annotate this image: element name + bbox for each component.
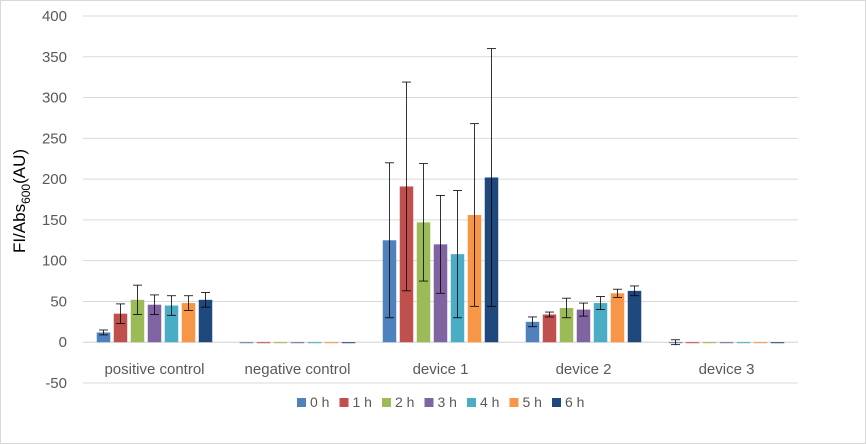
bar (147, 304, 162, 343)
legend-swatch (339, 398, 349, 407)
legend-swatch (509, 398, 519, 407)
y-tick-label: 300 (42, 90, 67, 107)
y-tick-label: 350 (42, 49, 67, 66)
bar (113, 313, 128, 343)
legend-label: 1 h (353, 394, 372, 410)
x-tick-label: device 3 (699, 361, 755, 378)
bar (559, 307, 574, 343)
bar (130, 299, 145, 343)
x-tick-label: negative control (245, 361, 351, 378)
y-tick-label: 150 (42, 212, 67, 229)
bar (719, 342, 734, 344)
bar (753, 342, 768, 344)
legend-swatch (552, 398, 561, 407)
y-axis-label-unit: (AU) (10, 149, 29, 184)
bar (685, 342, 700, 344)
x-tick-label: device 1 (413, 361, 469, 378)
bar (324, 342, 339, 344)
y-axis-label: FI/Abs600(AU) (10, 149, 33, 253)
x-axis-ticks: positive control negative control device 1… (104, 361, 754, 378)
y-tick-label: 200 (42, 171, 67, 188)
x-tick-label: device 2 (556, 361, 612, 378)
legend: 0 h 1 h 2 h 3 h 4 h 5 h 6 h (297, 394, 584, 410)
bar (593, 303, 608, 343)
bar (542, 314, 557, 343)
bar (198, 299, 213, 343)
bar (341, 342, 356, 344)
bar (96, 332, 111, 343)
legend-label: 5 h (523, 394, 542, 410)
bar (290, 342, 305, 344)
legend-swatch (424, 398, 434, 407)
y-tick-label: 250 (42, 130, 67, 147)
bar (576, 309, 591, 343)
y-axis-label-sub: 600 (19, 184, 33, 204)
legend-label: 0 h (310, 394, 329, 410)
bar (239, 342, 254, 344)
bar (181, 303, 196, 343)
bar (256, 342, 271, 344)
x-tick-label: positive control (104, 361, 204, 378)
legend-swatch (297, 398, 306, 407)
legend-swatch (467, 398, 476, 407)
legend-label: 6 h (565, 394, 584, 410)
legend-label: 4 h (480, 394, 499, 410)
bar (307, 342, 322, 344)
y-axis-ticks: -50 0 50 100 150 200 250 300 350 400 (42, 8, 67, 392)
legend-swatch (382, 398, 391, 407)
error-bars (99, 48, 680, 346)
y-tick-label: -50 (45, 375, 67, 392)
bar (736, 342, 751, 344)
bar (164, 305, 179, 343)
legend-label: 2 h (395, 394, 414, 410)
y-tick-label: 100 (42, 253, 67, 270)
y-axis-label-main: FI/Abs (10, 204, 29, 253)
legend-label: 3 h (438, 394, 457, 410)
bar (273, 342, 288, 344)
bar (416, 222, 431, 343)
bar (702, 342, 717, 344)
y-tick-label: 0 (59, 334, 67, 351)
bar (627, 290, 642, 343)
y-tick-label: 50 (50, 293, 67, 310)
bar (610, 293, 625, 343)
bar (770, 342, 785, 344)
y-tick-label: 400 (42, 8, 67, 25)
